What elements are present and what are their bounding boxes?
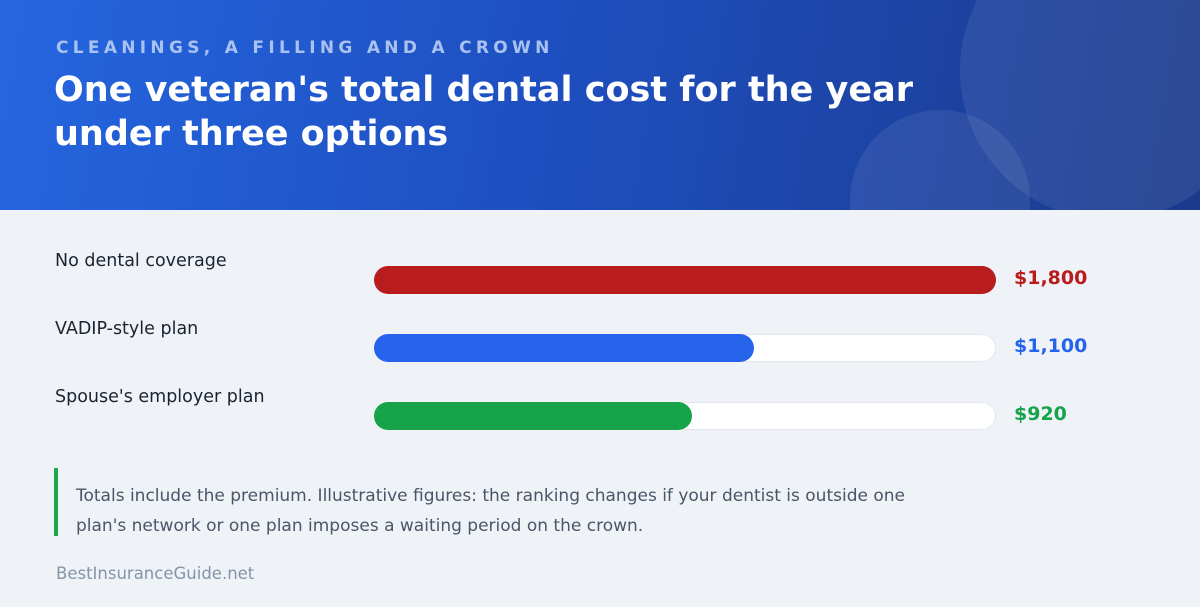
bar bbox=[374, 334, 755, 362]
value-label: $1,800 bbox=[1014, 267, 1088, 289]
chart-title: One veteran's total dental cost for the … bbox=[54, 70, 913, 154]
bar-track bbox=[374, 402, 996, 430]
bar bbox=[374, 266, 996, 294]
value-label: $920 bbox=[1014, 403, 1067, 425]
source-credit: BestInsuranceGuide.net bbox=[56, 564, 255, 583]
value-label: $1,100 bbox=[1014, 335, 1088, 357]
header-banner: CLEANINGS, A FILLING AND A CROWN One vet… bbox=[0, 0, 1200, 210]
bar-chart: No dental coverage $1,800 VADIP-style plan… bbox=[0, 240, 1200, 450]
bar-track bbox=[374, 266, 996, 294]
chart-footnote: Totals include the premium. Illustrative… bbox=[54, 468, 954, 536]
category-label: Spouse's employer plan bbox=[55, 387, 265, 407]
chart-kicker: CLEANINGS, A FILLING AND A CROWN bbox=[56, 38, 554, 58]
bar bbox=[374, 402, 692, 430]
category-label: VADIP-style plan bbox=[55, 319, 199, 339]
category-label: No dental coverage bbox=[55, 251, 227, 271]
bar-track bbox=[374, 334, 996, 362]
